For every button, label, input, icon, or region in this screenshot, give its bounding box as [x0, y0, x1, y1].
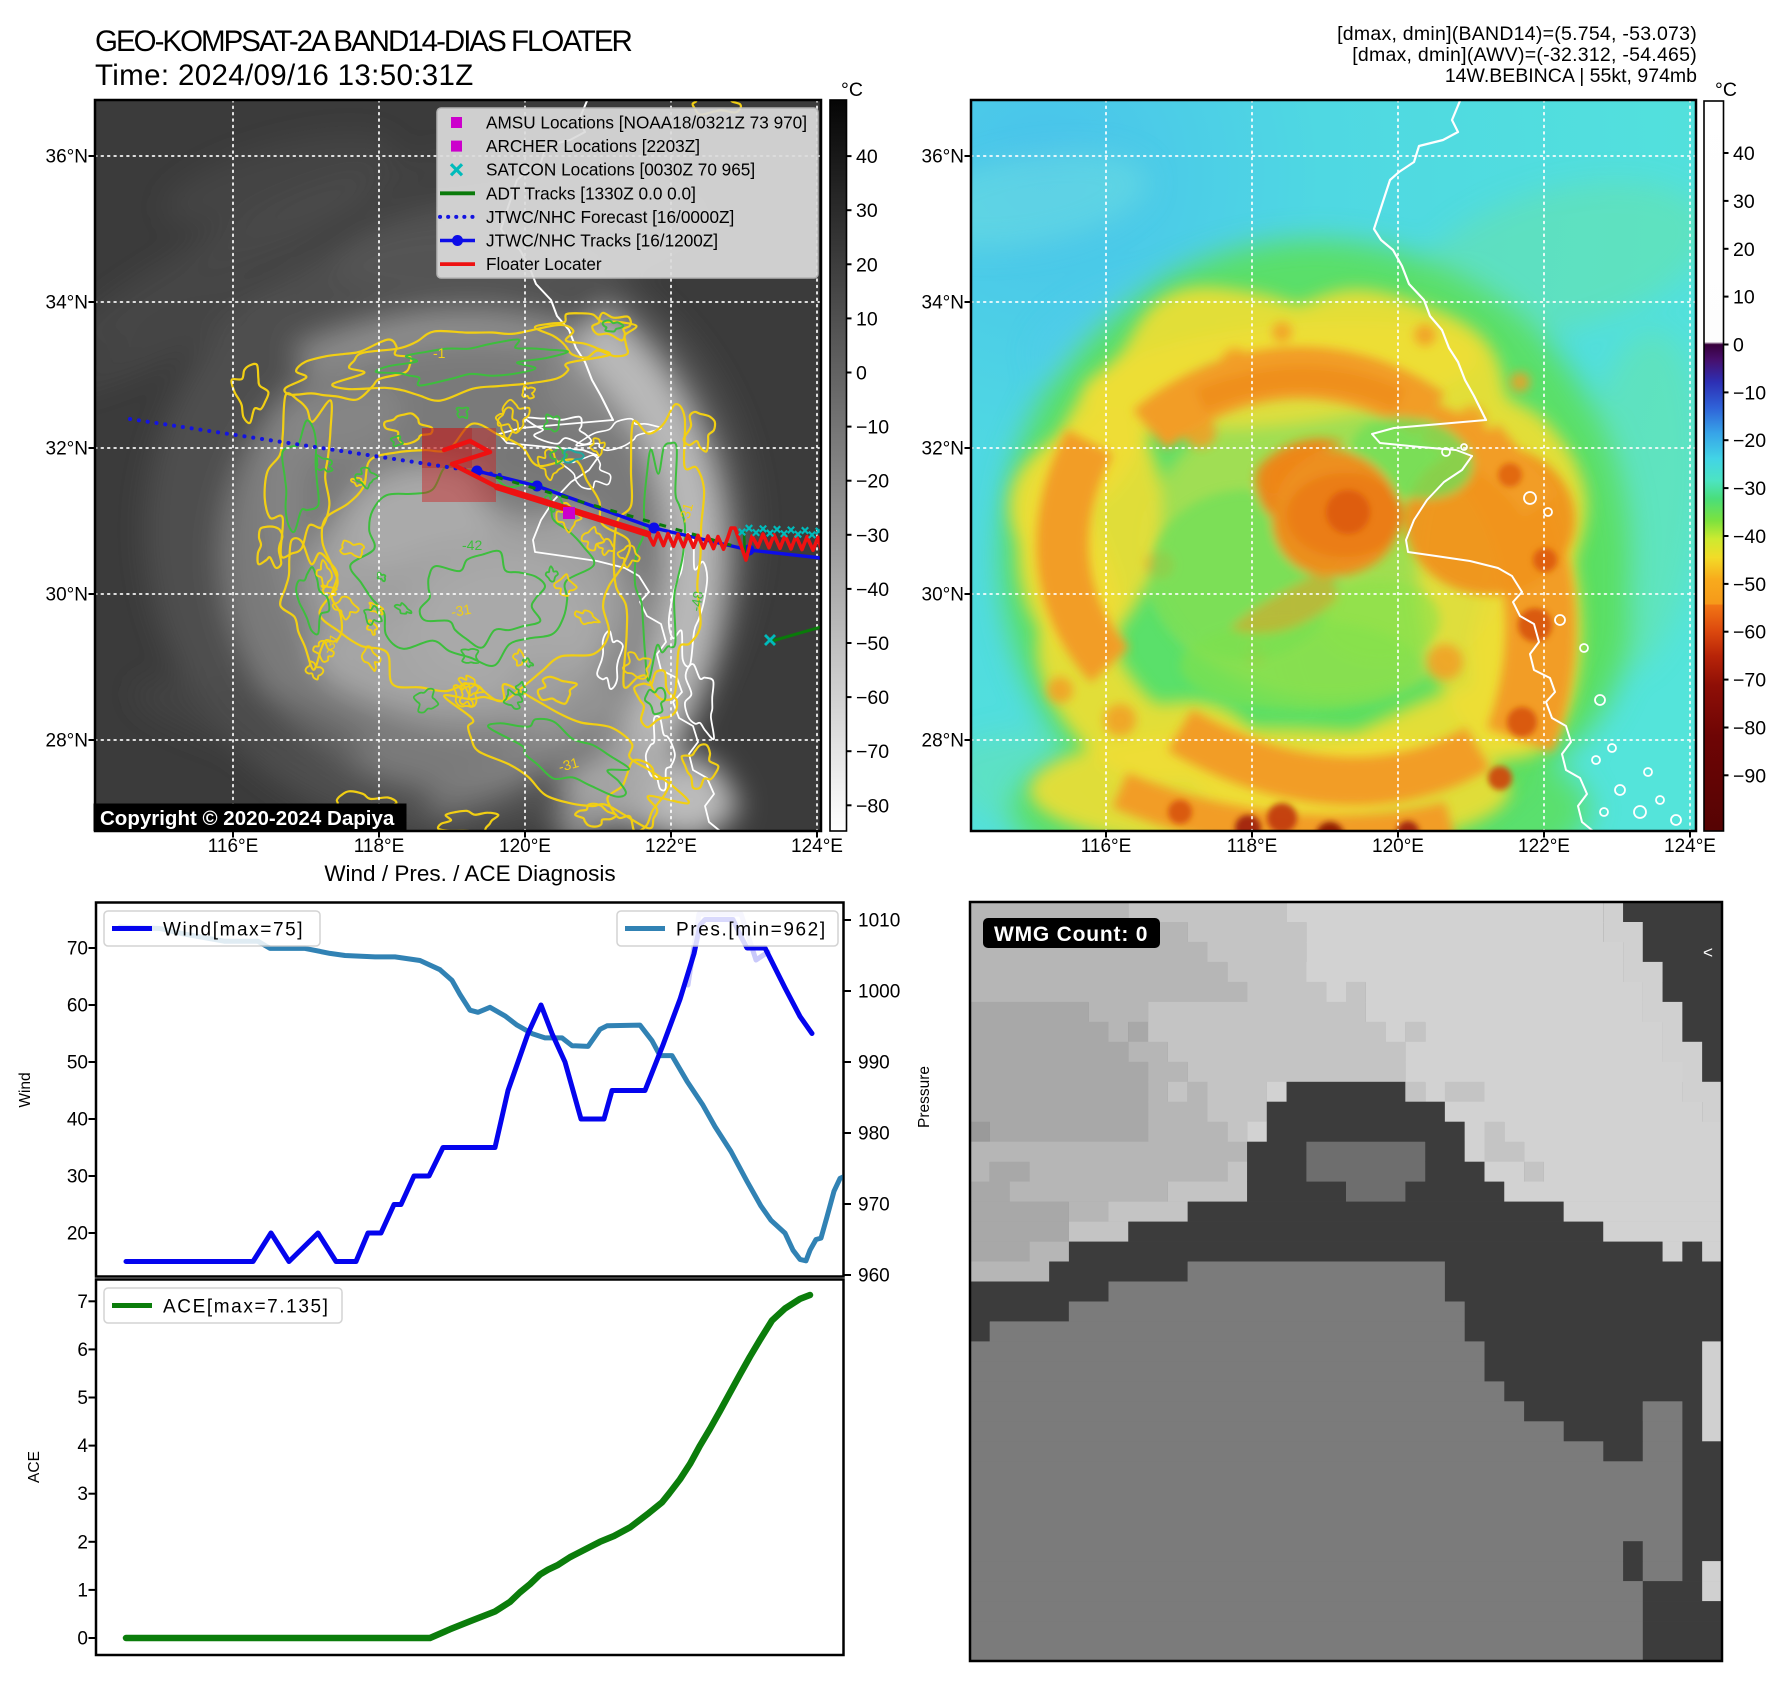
- svg-text:36°N: 36°N: [922, 147, 964, 168]
- svg-text:40: 40: [67, 1110, 88, 1131]
- svg-text:1: 1: [77, 1580, 88, 1601]
- svg-text:5: 5: [77, 1388, 88, 1409]
- svg-text:-1: -1: [433, 345, 446, 361]
- svg-text:<: <: [1703, 943, 1713, 962]
- svg-text:118°E: 118°E: [1227, 836, 1278, 857]
- svg-text:−70: −70: [1733, 670, 1766, 692]
- svg-text:−90: −90: [1733, 765, 1766, 787]
- svg-text:124°E: 124°E: [1664, 836, 1716, 857]
- svg-text:−20: −20: [856, 471, 889, 493]
- svg-text:AMSU Locations [NOAA18/0321Z 7: AMSU Locations [NOAA18/0321Z 73 970]: [486, 113, 807, 133]
- svg-text:WMG Count: 0: WMG Count: 0: [994, 923, 1148, 946]
- svg-text:−10: −10: [1733, 382, 1766, 404]
- svg-text:JTWC/NHC Forecast [16/0000Z]: JTWC/NHC Forecast [16/0000Z]: [486, 207, 734, 227]
- svg-text:30: 30: [1733, 191, 1755, 213]
- svg-text:980: 980: [858, 1124, 890, 1145]
- svg-text:1010: 1010: [858, 911, 900, 932]
- svg-text:0: 0: [856, 363, 867, 385]
- svg-text:−80: −80: [1733, 718, 1766, 740]
- svg-text:960: 960: [858, 1266, 890, 1287]
- svg-text:ADT Tracks [1330Z 0.0 0.0]: ADT Tracks [1330Z 0.0 0.0]: [486, 183, 696, 203]
- svg-text:122°E: 122°E: [1518, 836, 1570, 857]
- svg-text:40: 40: [1733, 143, 1755, 165]
- svg-text:34°N: 34°N: [922, 293, 964, 314]
- svg-text:−80: −80: [856, 795, 889, 817]
- svg-text:−70: −70: [856, 741, 889, 763]
- svg-text:-31: -31: [557, 754, 581, 775]
- svg-text:-31: -31: [450, 601, 473, 620]
- svg-text:14W.BEBINCA | 55kt, 974mb: 14W.BEBINCA | 55kt, 974mb: [1445, 65, 1697, 87]
- svg-text:118°E: 118°E: [354, 836, 405, 857]
- svg-text:28°N: 28°N: [922, 731, 964, 752]
- svg-text:ACE[max=7.135]: ACE[max=7.135]: [163, 1297, 330, 1318]
- svg-text:4: 4: [77, 1436, 88, 1457]
- svg-text:36°N: 36°N: [46, 147, 88, 168]
- svg-text:30°N: 30°N: [46, 585, 88, 606]
- svg-text:120°E: 120°E: [1372, 836, 1424, 857]
- svg-text:−30: −30: [856, 525, 889, 547]
- svg-text:−30: −30: [1733, 478, 1766, 500]
- svg-text:Wind / Pres. / ACE Diagnosis: Wind / Pres. / ACE Diagnosis: [324, 861, 615, 886]
- svg-text:ARCHER Locations [2203Z]: ARCHER Locations [2203Z]: [486, 136, 700, 156]
- svg-text:Wind[max=75]: Wind[max=75]: [163, 920, 304, 941]
- svg-text:32°N: 32°N: [922, 439, 964, 460]
- svg-text:124°E: 124°E: [791, 836, 843, 857]
- svg-text:20: 20: [856, 254, 878, 276]
- svg-text:JTWC/NHC Tracks [16/1200Z]: JTWC/NHC Tracks [16/1200Z]: [486, 231, 718, 251]
- svg-text:116°E: 116°E: [1081, 836, 1132, 857]
- svg-text:−60: −60: [856, 687, 889, 709]
- svg-text:−20: −20: [1733, 430, 1766, 452]
- svg-text:Time: 2024/09/16 13:50:31Z: Time: 2024/09/16 13:50:31Z: [95, 59, 474, 92]
- svg-text:−50: −50: [1733, 574, 1766, 596]
- svg-text:50: 50: [67, 1053, 88, 1074]
- svg-text:SATCON Locations [0030Z 70 965: SATCON Locations [0030Z 70 965]: [486, 160, 755, 180]
- svg-text:10: 10: [1733, 287, 1755, 309]
- svg-text:6: 6: [77, 1340, 88, 1361]
- svg-text:122°E: 122°E: [645, 836, 697, 857]
- svg-text:116°E: 116°E: [208, 836, 259, 857]
- svg-text:-42: -42: [462, 537, 482, 553]
- svg-text:−50: −50: [856, 633, 889, 655]
- svg-text:34°N: 34°N: [46, 293, 88, 314]
- svg-text:970: 970: [858, 1195, 890, 1216]
- svg-text:0: 0: [1733, 335, 1744, 357]
- svg-text:60: 60: [67, 996, 88, 1017]
- svg-text:−60: −60: [1733, 622, 1766, 644]
- svg-text:Copyright © 2020-2024 Dapiya: Copyright © 2020-2024 Dapiya: [100, 807, 395, 830]
- svg-text:0: 0: [77, 1629, 88, 1650]
- svg-text:10: 10: [856, 308, 878, 330]
- svg-text:°C: °C: [1715, 79, 1737, 101]
- svg-text:2: 2: [77, 1532, 88, 1553]
- svg-text:-31: -31: [675, 501, 696, 525]
- svg-text:ACE: ACE: [26, 1451, 43, 1483]
- svg-text:70: 70: [67, 939, 88, 960]
- svg-text:Wind: Wind: [17, 1072, 34, 1107]
- svg-text:20: 20: [67, 1224, 88, 1245]
- svg-text:40: 40: [856, 146, 878, 168]
- svg-text:28°N: 28°N: [46, 731, 88, 752]
- svg-text:−10: −10: [856, 417, 889, 439]
- svg-text:30: 30: [856, 200, 878, 222]
- svg-text:[dmax, dmin](AWV)=(-32.312, -5: [dmax, dmin](AWV)=(-32.312, -54.465): [1352, 44, 1697, 66]
- svg-text:990: 990: [858, 1053, 890, 1074]
- svg-text:20: 20: [1733, 239, 1755, 261]
- svg-text:1000: 1000: [858, 982, 900, 1003]
- svg-text:[dmax, dmin](BAND14)=(5.754, -: [dmax, dmin](BAND14)=(5.754, -53.073): [1337, 23, 1697, 45]
- svg-text:−40: −40: [856, 579, 889, 601]
- svg-text:32°N: 32°N: [46, 439, 88, 460]
- svg-text:7: 7: [77, 1292, 88, 1313]
- svg-text:Pres.[min=962]: Pres.[min=962]: [676, 920, 827, 941]
- svg-text:°C: °C: [841, 79, 863, 101]
- svg-text:30: 30: [67, 1167, 88, 1188]
- svg-text:−40: −40: [1733, 526, 1766, 548]
- svg-text:120°E: 120°E: [499, 836, 551, 857]
- svg-text:30°N: 30°N: [922, 585, 964, 606]
- svg-text:Pressure: Pressure: [916, 1066, 933, 1128]
- svg-text:Floater Locater: Floater Locater: [486, 254, 602, 274]
- svg-text:3: 3: [77, 1484, 88, 1505]
- svg-text:GEO-KOMPSAT-2A BAND14-DIAS FLO: GEO-KOMPSAT-2A BAND14-DIAS FLOATER: [95, 25, 631, 58]
- svg-text:-48: -48: [687, 590, 706, 613]
